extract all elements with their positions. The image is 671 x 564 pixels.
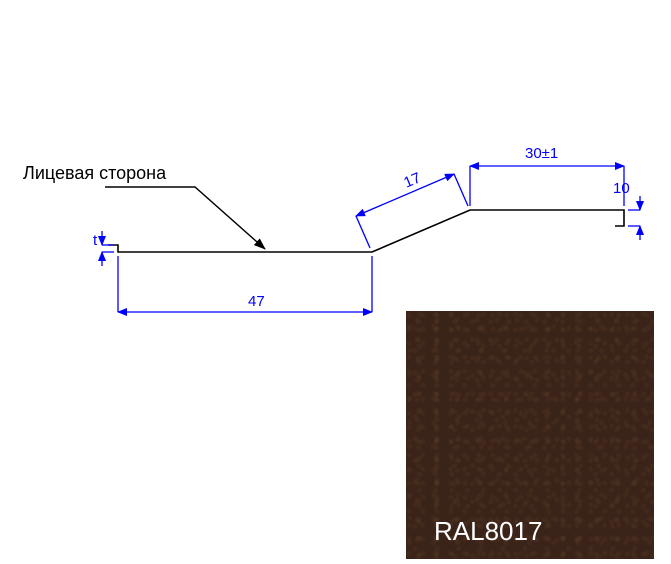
swatch-label: RAL8017: [434, 516, 542, 547]
drawing-canvas: Лицевая сторона 471730±110t RAL8017: [0, 0, 671, 564]
dim-47-value: 47: [248, 293, 265, 310]
face-side-label: Лицевая сторона: [23, 163, 166, 184]
leader-arrow: [105, 187, 265, 249]
dim-10-value: 10: [613, 180, 630, 197]
dim-t-value: t: [93, 232, 97, 249]
dim-30-value: 30±1: [525, 145, 558, 162]
color-swatch: RAL8017: [406, 311, 654, 559]
profile-outline: [108, 210, 624, 252]
